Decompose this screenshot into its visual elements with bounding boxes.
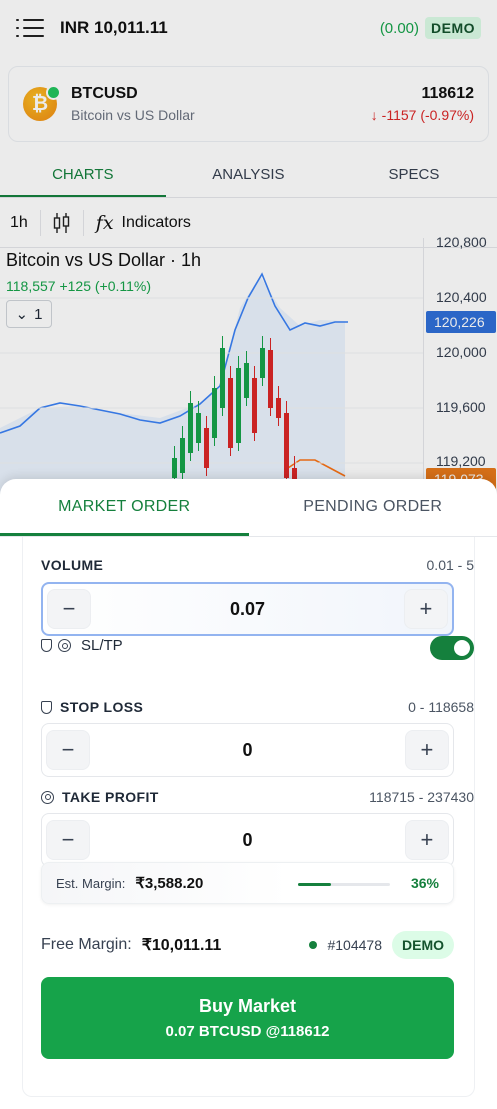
target-icon	[58, 639, 71, 652]
symbol-change: ↓ -1157 (-0.97%)	[370, 107, 474, 123]
screen-tabs: CHARTS ANALYSIS SPECS	[0, 154, 497, 198]
price-tag-upper: 120,226	[426, 311, 496, 333]
candle-body	[172, 458, 177, 478]
symbol-name: Bitcoin vs US Dollar	[71, 107, 195, 123]
stop-loss-stepper[interactable]: − 0 +	[41, 723, 454, 777]
shield-icon	[41, 639, 52, 652]
free-margin-row: Free Margin: ₹10,011.11 #104478 DEMO	[41, 931, 454, 959]
candle-body	[276, 398, 281, 418]
stop-loss-label-row: STOP LOSS	[41, 699, 143, 715]
tab-pending-order[interactable]: PENDING ORDER	[303, 498, 443, 515]
demo-badge: DEMO	[392, 931, 454, 959]
take-profit-label: TAKE PROFIT	[62, 789, 159, 805]
status-dot-icon	[309, 941, 318, 949]
order-form: VOLUME 0.01 - 5 − 0.07 + SL/TP STOP LOSS…	[22, 537, 475, 1097]
take-profit-decrement-button[interactable]: −	[46, 820, 90, 860]
free-margin-label: Free Margin:	[41, 936, 132, 953]
price-tick: 120,400	[436, 289, 487, 305]
account-info: #104478 DEMO	[309, 931, 454, 959]
take-profit-range: 118715 - 237430	[369, 789, 474, 805]
margin-percent: 36%	[410, 875, 439, 891]
bitcoin-icon: ₿	[23, 85, 61, 121]
stop-loss-input[interactable]: 0	[242, 739, 253, 760]
tab-market-order[interactable]: MARKET ORDER	[0, 479, 249, 536]
legend-collapse-button[interactable]: ⌄ 1	[6, 300, 52, 328]
candle-body	[236, 368, 241, 443]
menu-icon[interactable]	[16, 17, 44, 39]
chart-title: Bitcoin vs US Dollar · 1h	[6, 250, 202, 270]
pnl-value: (0.00)	[379, 19, 419, 37]
candle-body	[260, 348, 265, 378]
stop-loss-range: 0 - 118658	[408, 699, 474, 715]
shield-icon	[41, 700, 52, 714]
symbol-code: BTCUSD	[71, 85, 138, 102]
top-bar: INR 10,011.11 (0.00) DEMO	[0, 0, 497, 56]
candle-body	[244, 363, 249, 398]
take-profit-label-row: TAKE PROFIT	[41, 789, 159, 805]
interval-selector[interactable]: 1h	[10, 213, 28, 231]
chevron-down-icon: ⌄	[15, 306, 29, 323]
price-tick: 119,200	[436, 453, 486, 469]
symbol-card[interactable]: ₿ BTCUSD Bitcoin vs US Dollar 118612 ↓ -…	[8, 66, 489, 142]
tab-analysis[interactable]: ANALYSIS	[212, 166, 285, 183]
account-balance: INR 10,011.11	[60, 18, 168, 37]
margin-progress-fill	[298, 883, 332, 886]
volume-label: VOLUME	[41, 557, 104, 573]
chart-toolbar: 1h fx Indicators	[0, 198, 497, 248]
demo-badge: DEMO	[425, 17, 481, 39]
margin-progress-bar	[298, 883, 390, 886]
sltp-label: SL/TP	[81, 637, 123, 654]
indicators-button[interactable]: Indicators	[121, 213, 191, 231]
candle-body	[180, 438, 185, 473]
account-id: #104478	[327, 937, 382, 953]
volume-stepper[interactable]: − 0.07 +	[41, 582, 454, 636]
order-type-tabs: MARKET ORDER PENDING ORDER	[0, 479, 497, 537]
stop-loss-label: STOP LOSS	[60, 699, 144, 715]
fx-icon[interactable]: fx	[95, 211, 114, 234]
price-tick: 119,600	[436, 399, 486, 415]
stop-loss-increment-button[interactable]: +	[404, 730, 449, 770]
candle-body	[284, 413, 289, 478]
volume-range: 0.01 - 5	[426, 557, 474, 573]
volume-input[interactable]: 0.07	[229, 598, 266, 619]
take-profit-increment-button[interactable]: +	[404, 820, 449, 860]
tab-charts[interactable]: CHARTS	[0, 154, 166, 197]
tab-specs[interactable]: SPECS	[388, 166, 440, 183]
free-margin-value: ₹10,011.11	[141, 937, 222, 954]
symbol-price: 118612	[421, 85, 474, 102]
candle-body	[220, 348, 225, 408]
candle-body	[268, 350, 273, 408]
volume-decrement-button[interactable]: −	[47, 589, 91, 629]
candle-body	[212, 388, 217, 438]
price-tick: 120,800	[436, 234, 487, 250]
buy-button-title: Buy Market	[198, 996, 297, 1016]
price-tick: 120,000	[436, 344, 487, 360]
take-profit-input[interactable]: 0	[242, 829, 253, 850]
take-profit-stepper[interactable]: − 0 +	[41, 813, 454, 867]
candlestick-icon[interactable]	[53, 212, 71, 234]
order-sheet: MARKET ORDER PENDING ORDER VOLUME 0.01 -…	[0, 479, 497, 1109]
est-margin-card: Est. Margin: ₹3,588.20 36%	[41, 862, 454, 904]
band-upper-line	[0, 272, 348, 434]
volume-increment-button[interactable]: +	[403, 589, 448, 629]
target-icon	[41, 790, 54, 804]
study-count: 1	[34, 305, 43, 323]
candle-body	[188, 403, 193, 453]
candle-body	[228, 378, 233, 448]
buy-button-subtitle: 0.07 BTCUSD @118612	[165, 1023, 330, 1040]
est-margin-value: ₹3,588.20	[135, 875, 204, 892]
buy-market-button[interactable]: Buy Market 0.07 BTCUSD @118612	[41, 977, 454, 1059]
chart-quote: 118,557 +125 (+0.11%)	[6, 278, 152, 294]
stop-loss-decrement-button[interactable]: −	[46, 730, 90, 770]
est-margin-label: Est. Margin:	[56, 875, 126, 891]
candle-body	[204, 428, 209, 468]
candle-body	[252, 378, 257, 433]
candle-body	[196, 413, 201, 443]
sltp-toggle[interactable]	[430, 636, 474, 660]
sltp-row: SL/TP	[41, 637, 123, 654]
